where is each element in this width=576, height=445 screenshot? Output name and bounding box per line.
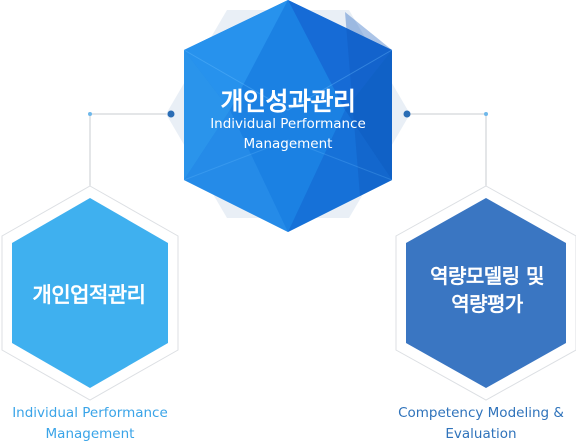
main-subtitle-line2: Management xyxy=(243,136,333,152)
right-hexagon-fill xyxy=(406,198,566,388)
right-dot-corner xyxy=(484,112,488,116)
left-title: 개인업적관리 xyxy=(32,283,146,307)
right-title-line2: 역량평가 xyxy=(451,292,523,316)
left-connector xyxy=(89,113,171,186)
left-dot-corner xyxy=(88,112,92,116)
left-caption-line2: Management xyxy=(45,426,135,442)
right-dot-main xyxy=(403,110,411,118)
main-subtitle-line1: Individual Performance xyxy=(210,116,366,132)
left-dot-main xyxy=(167,110,175,118)
right-title: 역량모델링 및 역량평가 xyxy=(400,262,574,318)
left-caption: Individual Performance Management xyxy=(0,403,180,445)
right-title-line1: 역량모델링 및 xyxy=(430,264,544,288)
main-hexagon xyxy=(183,0,393,232)
main-subtitle: Individual Performance Management xyxy=(188,114,388,154)
right-caption-line1: Competency Modeling & xyxy=(398,405,564,421)
right-caption: Competency Modeling & Evaluation xyxy=(386,403,576,445)
right-hexagon xyxy=(395,185,576,401)
right-caption-line2: Evaluation xyxy=(445,426,517,442)
left-hexagon-fill xyxy=(12,198,168,388)
left-hexagon xyxy=(1,185,179,401)
left-caption-line1: Individual Performance xyxy=(12,405,168,421)
right-connector xyxy=(407,113,487,186)
main-title: 개인성과관리 xyxy=(220,87,356,116)
